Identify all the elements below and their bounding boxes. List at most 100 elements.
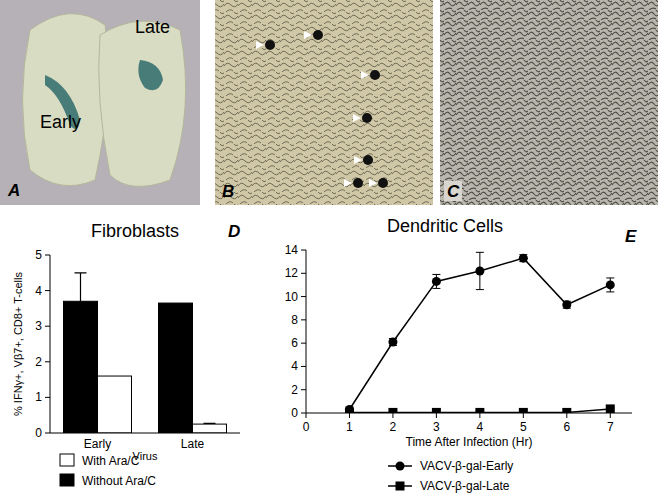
tick [45,255,50,256]
chart-title: Dendritic Cells [387,216,503,236]
legend-label: VACV-β-gal-Late [420,479,510,493]
error-bar [204,423,216,425]
tick-label: 0 [35,426,42,440]
stained-cell [265,40,275,50]
marker [562,408,571,413]
stained-cell [370,70,380,80]
panel-letter: B [222,182,234,201]
error-bar [75,273,87,301]
marker [475,266,484,275]
tick-label: 10 [285,290,299,304]
tick-label: 3 [35,319,42,333]
panel-letter: C [447,182,460,201]
tick [301,366,306,367]
tick [301,389,306,390]
tick [45,290,50,291]
error-bar [606,278,614,292]
stained-cell [363,155,373,165]
stained-cell [313,30,323,40]
tick-label: 1 [35,390,42,404]
error-bar [432,274,440,288]
panel-letter: A [7,181,20,200]
arrowhead [354,156,362,164]
tick [301,343,306,344]
photo-c [440,0,658,205]
x-axis [50,433,240,434]
tick [436,413,437,418]
tick [45,397,50,398]
bar [159,303,193,433]
tick-label: 7 [607,420,614,434]
tick [301,296,306,297]
legend-label: VACV-β-gal-Early [420,459,513,473]
arrowhead [361,71,369,79]
tick [306,413,307,418]
tick [301,250,306,251]
tick [301,319,306,320]
photo-label: Early [40,112,81,132]
tick-label: 0 [291,406,298,420]
leaf [23,14,109,186]
chart-title: Fibroblasts [91,221,179,241]
marker [606,280,615,289]
marker [345,408,354,413]
stained-cell [353,178,363,188]
stained-cell [362,113,372,123]
axis-title: % IFNγ+, Vβ7+, CD8+ T-cells [12,272,24,416]
marker [432,277,441,286]
stain [138,60,163,90]
error-bar [476,252,484,289]
tick [610,413,611,418]
tick [523,413,524,418]
panel-letter: E [625,227,637,246]
tick [566,413,567,418]
tick-label: 1 [346,420,353,434]
arrowhead [304,31,312,39]
tick-label: 4 [35,284,42,298]
stained-cell [378,178,388,188]
y-axis [50,255,51,433]
photo-a [0,0,200,205]
leaf [99,21,186,186]
marker [562,300,571,309]
tick-label: 0 [303,420,310,434]
arrowhead [353,114,361,122]
tick-label: 3 [433,420,440,434]
category-label: Early [84,437,111,451]
tick-label: 2 [390,420,397,434]
tick [479,413,480,418]
bars [64,301,227,433]
marker [388,408,397,413]
tick [349,413,350,418]
tick-label: 5 [35,248,42,262]
marker [519,408,528,413]
marker [519,254,528,263]
error-bars [75,273,216,424]
panel-letter: D [228,222,240,241]
tick [45,433,50,434]
category-label: Late [181,437,205,451]
tick-label: 4 [291,359,298,373]
legend-swatch [60,474,74,486]
tick [392,413,393,418]
tick-label: 14 [285,243,299,257]
tick-label: 4 [477,420,484,434]
tick-label: 2 [35,355,42,369]
legend-marker [396,482,405,491]
marker [432,408,441,413]
legend-marker [396,462,405,471]
tick-label: 8 [291,313,298,327]
tick [301,413,306,414]
marker [606,404,615,413]
legend-swatch [60,454,74,466]
label-patch [444,181,462,201]
figure: Late Early A B C Fibroblasts D 0 1 2 3 4 5 % IFNγ+, V… [0,0,658,498]
bar [64,301,98,433]
tick-label: 5 [520,420,527,434]
plot [345,252,615,413]
tick [301,273,306,274]
arrowhead [344,179,352,187]
marker [475,408,484,413]
y-axis [306,250,307,413]
legend-label: Without Ara/C [82,474,156,488]
